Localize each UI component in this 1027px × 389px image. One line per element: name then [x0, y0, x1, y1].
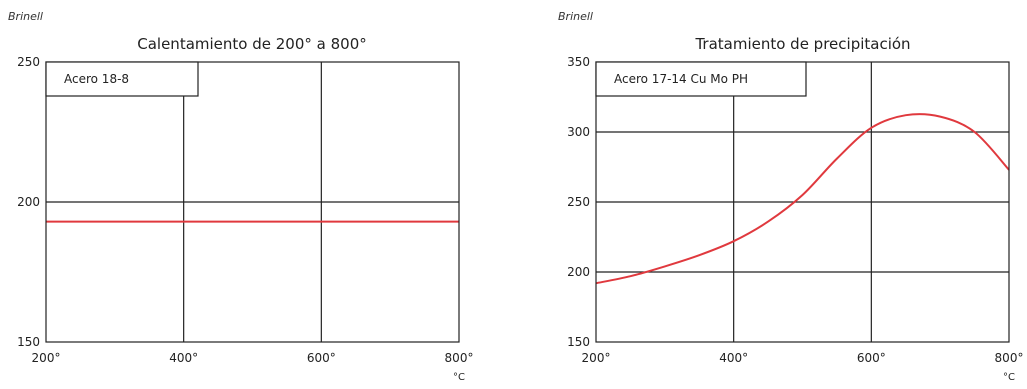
- x-tick-label: 600°: [307, 351, 336, 365]
- series-line: [595, 113, 1010, 285]
- y-axis-label: Brinell: [558, 10, 593, 23]
- y-axis-label: Brinell: [8, 10, 43, 23]
- x-tick-label: 400°: [719, 351, 748, 365]
- chart-title: Tratamiento de precipitación: [694, 35, 910, 53]
- x-tick-label: 400°: [169, 351, 198, 365]
- y-tick-label: 250: [567, 195, 590, 209]
- x-axis-unit: °C: [1003, 372, 1015, 383]
- x-axis-unit: °C: [453, 372, 465, 383]
- legend-box: [595, 61, 807, 97]
- y-tick-label: 250: [17, 55, 40, 69]
- chart-panel-2: Brinell Tratamiento de precipitación Acero…: [558, 10, 1023, 383]
- y-tick-label: 200: [567, 265, 590, 279]
- chart-panel-1: Brinell Calentamiento de 200° a 800° Acero…: [8, 10, 473, 383]
- x-tick-label: 600°: [857, 351, 886, 365]
- legend-label: Acero 18-8: [64, 72, 129, 86]
- x-tick-label: 200°: [582, 351, 611, 365]
- legend-box: [45, 61, 199, 97]
- legend-label: Acero 17-14 Cu Mo PH: [614, 72, 748, 86]
- x-tick-label: 800°: [995, 351, 1024, 365]
- y-tick-label: 200: [17, 195, 40, 209]
- y-tick-label: 150: [17, 335, 40, 349]
- y-tick-label: 150: [567, 335, 590, 349]
- x-tick-label: 800°: [445, 351, 474, 365]
- chart-title: Calentamiento de 200° a 800°: [137, 35, 367, 53]
- y-tick-label: 300: [567, 125, 590, 139]
- x-tick-label: 200°: [32, 351, 61, 365]
- plot-frame: [45, 61, 460, 343]
- y-tick-label: 350: [567, 55, 590, 69]
